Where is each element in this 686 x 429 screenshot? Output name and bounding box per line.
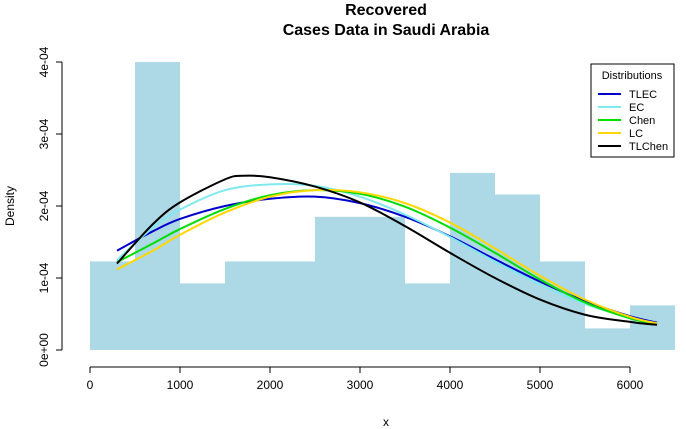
chart-title: Recovered (345, 2, 427, 19)
legend-label-chen: Chen (629, 115, 655, 127)
legend-label-tlchen: TLChen (629, 141, 668, 153)
legend-label-ec: EC (629, 102, 644, 114)
curve-tlec (116, 195, 658, 324)
curve-ec (116, 183, 658, 325)
y-axis-label: Density (3, 186, 17, 226)
histogram-bar-5 (405, 283, 450, 350)
histogram-bar-3 (225, 261, 315, 350)
x-axis-label: x (383, 415, 389, 429)
x-tick-label-3: 3000 (347, 378, 374, 392)
x-tick-label-5: 5000 (527, 378, 554, 392)
x-tick-label-6: 6000 (617, 378, 644, 392)
x-tick-label-1: 1000 (167, 378, 194, 392)
curve-tlchen (116, 174, 658, 326)
legend-label-lc: LC (629, 128, 643, 140)
histogram-bar-10 (630, 305, 675, 350)
y-tick-label-1: 1e-04 (37, 262, 51, 293)
x-axis: 0 1000 2000 3000 4000 5000 6000 (87, 366, 644, 392)
y-tick-label-3: 3e-04 (37, 118, 51, 149)
y-tick-label-4: 4e-04 (37, 46, 51, 77)
density-curves (116, 174, 658, 326)
x-tick-label-4: 4000 (437, 378, 464, 392)
legend-label-tlec: TLEC (629, 89, 657, 101)
y-axis: 0e+00 1e-04 2e-04 3e-04 4e-04 (37, 46, 63, 367)
legend-box (590, 63, 675, 158)
histogram-bar-6 (450, 172, 495, 350)
y-tick-label-2: 2e-04 (37, 190, 51, 221)
histogram-bar-4 (315, 216, 405, 350)
curve-chen (116, 189, 658, 326)
y-tick-label-0: 0e+00 (37, 333, 51, 367)
x-tick-label-0: 0 (87, 378, 94, 392)
histogram-bar-1 (135, 62, 180, 350)
x-tick-label-2: 2000 (257, 378, 284, 392)
histogram-bar-9 (585, 328, 630, 350)
histogram-bar-0 (90, 261, 135, 350)
histogram-bar-2 (180, 283, 225, 350)
histogram-bars (90, 62, 675, 350)
histogram-bar-8 (540, 261, 585, 350)
legend-title: Distributions (602, 70, 663, 82)
chart-subtitle: Cases Data in Saudi Arabia (283, 22, 490, 39)
curve-lc (116, 188, 658, 325)
